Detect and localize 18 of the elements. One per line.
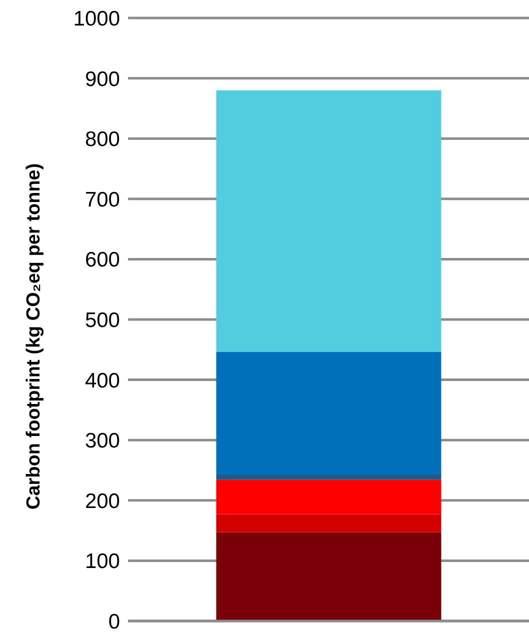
y-tick-label: 700 <box>84 188 120 212</box>
y-tick-label: 1000 <box>73 7 120 30</box>
bar <box>216 90 442 352</box>
y-tick-label: 800 <box>84 128 120 152</box>
bar <box>216 514 442 532</box>
y-tick-label: 300 <box>84 430 120 453</box>
y-tick-label: 900 <box>84 68 120 91</box>
bar <box>216 480 442 514</box>
bar <box>216 532 442 621</box>
y-tick-label: 200 <box>84 490 120 513</box>
y-tick-label: 400 <box>84 369 120 392</box>
y-tick-label: 500 <box>84 308 120 332</box>
bar <box>216 352 442 474</box>
y-tick-label: 100 <box>84 550 120 574</box>
y-tick-label: 0 <box>108 610 120 634</box>
y-axis-title: Carbon footprint (kg CO₂eq per tonne) <box>24 163 45 510</box>
bar <box>216 474 442 480</box>
y-tick-label: 600 <box>84 248 120 272</box>
